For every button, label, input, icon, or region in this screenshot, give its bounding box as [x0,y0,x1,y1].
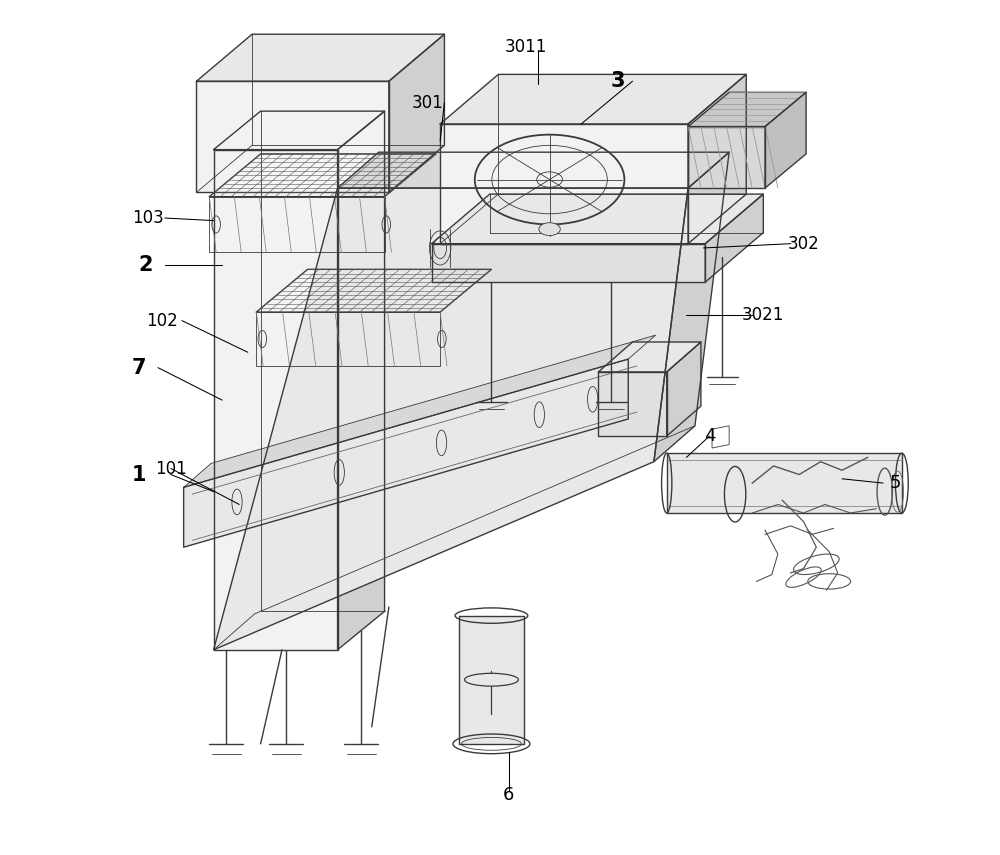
Polygon shape [338,152,729,188]
Polygon shape [667,342,701,436]
Text: 3021: 3021 [742,305,785,324]
Polygon shape [705,194,763,282]
Polygon shape [440,124,688,244]
Polygon shape [196,81,389,192]
Polygon shape [432,244,705,282]
Text: 2: 2 [138,255,152,275]
Text: 6: 6 [503,786,514,805]
Text: 101: 101 [155,459,187,478]
Text: 302: 302 [788,234,819,253]
Polygon shape [432,194,763,244]
Text: 5: 5 [889,474,901,492]
Polygon shape [667,453,902,513]
Polygon shape [688,127,765,188]
Polygon shape [214,150,338,650]
Polygon shape [214,111,385,150]
Polygon shape [440,74,746,124]
Text: 3: 3 [611,71,625,91]
Polygon shape [196,34,444,81]
Polygon shape [598,372,667,436]
Polygon shape [688,74,746,244]
Text: 7: 7 [132,357,146,378]
Polygon shape [256,269,491,312]
Text: 4: 4 [704,427,715,445]
Text: 1: 1 [132,464,146,485]
Polygon shape [654,152,729,462]
Ellipse shape [539,223,560,236]
Polygon shape [598,342,701,372]
Polygon shape [338,111,385,650]
Text: 301: 301 [411,93,443,112]
Polygon shape [214,188,688,650]
Text: 102: 102 [146,311,178,330]
Text: 3011: 3011 [504,38,547,56]
Polygon shape [765,92,806,188]
Polygon shape [459,616,524,744]
Polygon shape [688,92,806,127]
Text: 103: 103 [132,209,164,227]
Polygon shape [389,34,444,192]
Polygon shape [184,359,628,547]
Polygon shape [209,154,436,197]
Ellipse shape [465,673,518,686]
Polygon shape [184,335,656,487]
